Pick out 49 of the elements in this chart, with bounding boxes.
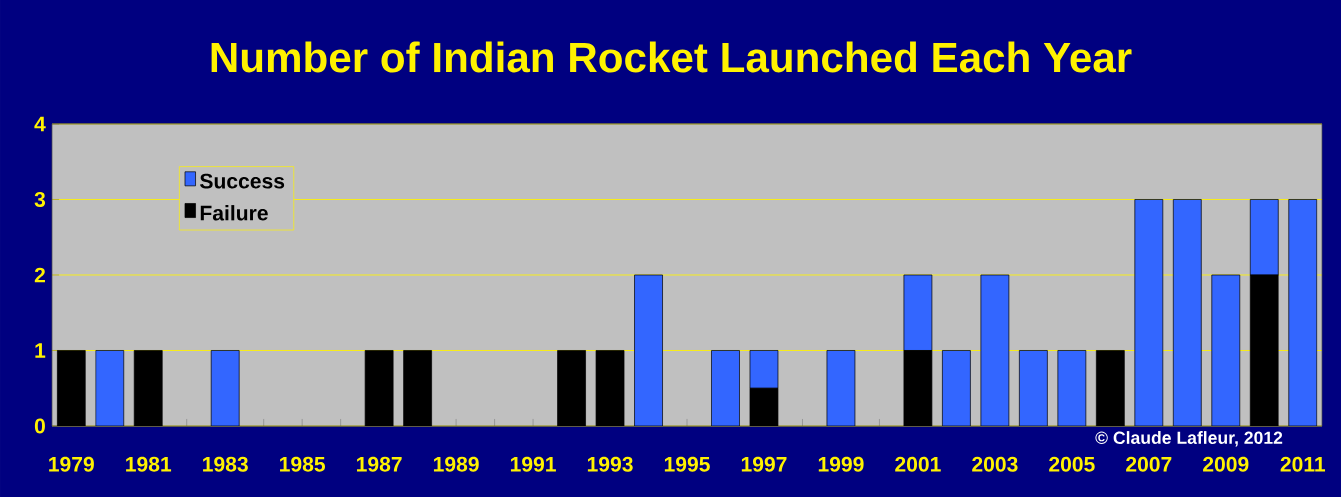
x-tick-label: 2007	[1126, 456, 1172, 472]
y-tick-label: 3	[34, 192, 46, 207]
bar	[95, 350, 125, 426]
bar	[403, 350, 432, 426]
bar	[1134, 199, 1164, 426]
x-tick-label: 1999	[818, 456, 864, 472]
bar	[364, 350, 394, 426]
text: © Claude Lafleur, 2012	[1095, 431, 1283, 447]
x-tick-label: 2005	[1049, 456, 1095, 472]
bar	[133, 350, 163, 426]
bar	[1211, 274, 1241, 426]
chart-title: Number of Indian Rocket Launched Each Year	[211, 41, 1132, 73]
y-tick-label: 2	[34, 267, 45, 283]
bar	[711, 350, 740, 426]
bar	[1057, 350, 1087, 426]
x-tick-label: 1997	[741, 456, 787, 472]
bar	[210, 350, 240, 426]
x-tick-label: 2009	[1203, 456, 1249, 472]
x-tick-label: 1987	[357, 456, 402, 472]
bar	[749, 350, 779, 389]
x-tick-label: 1983	[203, 456, 248, 472]
x-tick-label: 2011	[1280, 456, 1326, 472]
bar	[903, 274, 933, 351]
bar	[980, 274, 1010, 426]
bar	[56, 350, 86, 426]
x-tick-label: 1985	[280, 456, 326, 472]
x-tick-label: 2001	[895, 456, 941, 472]
x-tick-label: 1995	[664, 456, 710, 472]
bar	[1288, 199, 1318, 426]
bar	[1095, 350, 1125, 426]
bar	[557, 350, 586, 426]
bar	[595, 350, 625, 426]
y-tick-label: 0	[34, 418, 45, 434]
x-tick-label: 1991	[510, 456, 556, 472]
x-tick-label: 1989	[433, 456, 479, 472]
x-tick-label: 1979	[49, 456, 94, 472]
bar	[1172, 199, 1202, 426]
x-tick-label: 1993	[587, 456, 633, 472]
bar	[1019, 350, 1048, 426]
x-tick-label: 2003	[972, 456, 1018, 472]
bar	[1249, 199, 1279, 276]
bar	[826, 350, 856, 426]
x-tick-label: 1981	[126, 456, 172, 472]
y-tick-label: 1	[35, 343, 46, 358]
legend-label: Success	[200, 173, 285, 189]
bar	[942, 350, 971, 426]
bar	[634, 274, 663, 426]
legend-label: Failure	[200, 205, 268, 221]
y-tick-label: 4	[34, 116, 46, 132]
